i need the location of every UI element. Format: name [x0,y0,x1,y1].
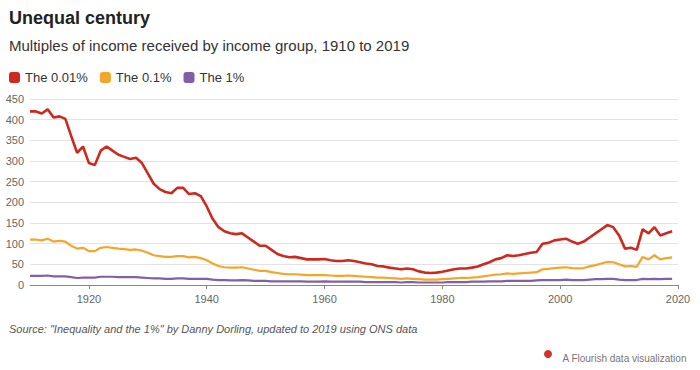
svg-text:Source: "Inequality and the 1%: Source: "Inequality and the 1%" by Danny… [9,323,417,335]
svg-text:400: 400 [6,114,24,126]
svg-text:150: 150 [6,217,24,229]
svg-text:1920: 1920 [77,293,101,305]
svg-text:The 0.1%: The 0.1% [116,70,172,85]
svg-text:A Flourish data visualization: A Flourish data visualization [562,353,686,364]
svg-text:1940: 1940 [194,293,218,305]
svg-text:1980: 1980 [430,293,454,305]
svg-text:200: 200 [6,196,24,208]
svg-text:1960: 1960 [312,293,336,305]
svg-text:450: 450 [6,93,24,105]
svg-text:Multiples of income received b: Multiples of income received by income g… [9,37,409,54]
svg-text:250: 250 [6,176,24,188]
svg-text:50: 50 [12,258,24,270]
svg-text:Unequal century: Unequal century [9,8,150,28]
svg-text:2020: 2020 [666,293,690,305]
svg-text:100: 100 [6,238,24,250]
svg-text:The 1%: The 1% [200,70,245,85]
svg-text:2000: 2000 [548,293,572,305]
svg-text:0: 0 [18,279,24,291]
svg-text:The 0.01%: The 0.01% [25,70,88,85]
svg-text:300: 300 [6,155,24,167]
svg-text:350: 350 [6,134,24,146]
